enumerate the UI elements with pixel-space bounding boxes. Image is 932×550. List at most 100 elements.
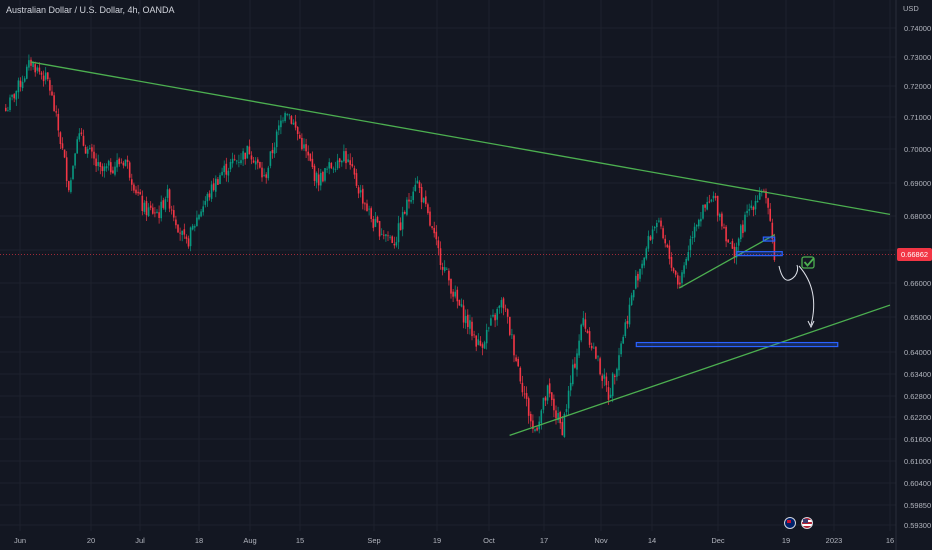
candle-body [343,151,345,162]
candle-body [441,266,444,270]
candle-body [698,219,700,227]
y-tick-label: 0.63400 [904,370,931,379]
y-tick-label: 0.62800 [904,392,931,401]
candle-body [588,331,591,345]
candle-body [540,410,543,424]
candle-body [555,410,557,419]
candle-body [282,120,284,122]
candle-body [645,248,648,259]
candle-body [626,320,629,324]
candle-body [231,158,234,164]
candle-body [341,160,343,163]
candle-body [679,282,681,285]
candle-body [47,72,49,80]
candle-body [311,158,314,167]
x-tick-label: 16 [886,536,894,545]
candle-body [574,363,576,368]
x-tick-label: Nov [594,536,608,545]
candle-body [561,421,564,436]
candle-body [380,233,383,235]
candle-body [683,265,685,274]
candle-body [517,358,519,367]
candle-body [261,167,263,178]
y-tick-label: 0.61000 [904,457,931,466]
candle-body [649,236,652,240]
candle-body [26,66,28,79]
candle-body [141,195,144,212]
candle-body [498,305,501,309]
candle-body [82,135,85,146]
candle-body [7,110,9,112]
candle-body [479,340,482,346]
candle-body [34,64,36,73]
candle-body [647,235,650,249]
candle-body [418,182,421,188]
candle-body [196,217,198,227]
y-tick-label: 0.71000 [904,113,931,122]
candle-body [721,213,723,227]
candle-body [315,172,318,183]
candle-body [374,218,377,227]
candle-body [131,179,133,185]
candle-body [215,178,217,192]
candle-body [527,398,530,416]
y-tick-label: 0.68000 [904,212,931,221]
candle-body [523,393,526,395]
candle-body [595,346,597,359]
candle-body [345,151,347,164]
candle-body [133,184,135,191]
y-tick-label: 0.59850 [904,501,931,510]
candle-body [49,80,51,91]
candle-body [506,309,509,317]
candle-body [393,243,396,246]
candle-body [13,94,15,99]
candle-body [433,227,435,234]
candle-body [252,160,255,163]
candle-body [584,319,587,329]
candle-body [450,278,452,294]
candle-body [93,151,95,159]
candle-body [448,270,450,281]
candle-body [395,242,398,246]
candle-body [17,80,20,93]
candle-body [116,160,118,168]
candle-body [563,413,566,437]
candle-body [695,224,698,227]
candle-body [208,193,211,198]
candle-body [548,383,551,394]
candle-body [716,195,719,216]
candle-body [401,212,404,230]
candle-body [681,272,683,284]
candle-body [689,238,692,251]
candle-body [473,334,475,336]
candle-body [223,165,225,173]
candle-body [603,374,606,379]
candle-body [742,224,744,234]
candle-body [139,192,141,195]
candle-body [36,67,39,71]
candle-body [55,111,57,113]
candle-body [758,192,761,200]
candle-body [530,413,532,422]
candle-body [145,201,148,216]
us-flag-icon[interactable] [801,517,813,529]
candle-body [404,211,406,214]
candle-body [611,373,614,397]
candle-body [748,209,750,211]
candle-body [284,113,286,122]
candle-body [469,320,471,329]
candle-body [542,397,545,410]
candle-body [114,166,116,175]
candle-body [32,62,34,68]
candle-body [511,334,513,336]
australia-flag-icon[interactable] [784,517,796,529]
candle-body [586,330,589,334]
candle-body [177,224,179,233]
candle-body [519,367,522,382]
candle-body [572,364,574,385]
candle-body [437,240,440,249]
candle-body [704,204,706,208]
candle-body [733,246,736,258]
candle-body [63,149,66,158]
